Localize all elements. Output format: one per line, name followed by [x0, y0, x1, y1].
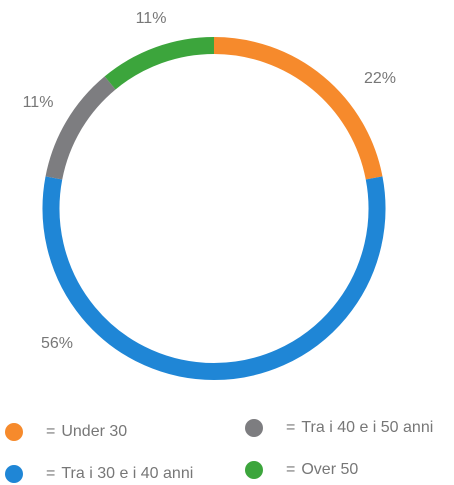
legend-swatch — [5, 423, 23, 441]
legend-item: = Tra i 40 e i 50 anni — [245, 419, 433, 437]
legend-swatch — [245, 419, 263, 437]
legend-label: = Over 50 — [286, 461, 358, 478]
legend-text: Under 30 — [61, 423, 127, 440]
legend-swatch — [5, 465, 23, 483]
legend-swatch — [245, 461, 263, 479]
legend-label: = Tra i 30 e i 40 anni — [46, 465, 193, 482]
legend-label: = Tra i 40 e i 50 anni — [286, 419, 433, 436]
value-label: 22% — [364, 70, 396, 87]
donut-segment — [42, 176, 386, 380]
value-label: 56% — [41, 335, 73, 352]
legend-label: = Under 30 — [46, 423, 127, 440]
donut-segment — [104, 37, 215, 90]
legend-separator: = — [46, 465, 55, 482]
legend-text: Tra i 30 e i 40 anni — [61, 465, 193, 482]
legend-item: = Under 30 — [5, 423, 127, 441]
value-label: 11% — [23, 94, 54, 111]
legend-text: Tra i 40 e i 50 anni — [301, 419, 433, 436]
legend-item: = Tra i 30 e i 40 anni — [5, 465, 193, 483]
legend-separator: = — [286, 461, 295, 478]
legend-separator: = — [46, 423, 55, 440]
value-label: 11% — [136, 10, 167, 27]
donut-segment — [213, 37, 383, 180]
donut-segment — [45, 76, 116, 180]
legend-text: Over 50 — [301, 461, 358, 478]
legend-item: = Over 50 — [245, 461, 358, 479]
legend-separator: = — [286, 419, 295, 436]
